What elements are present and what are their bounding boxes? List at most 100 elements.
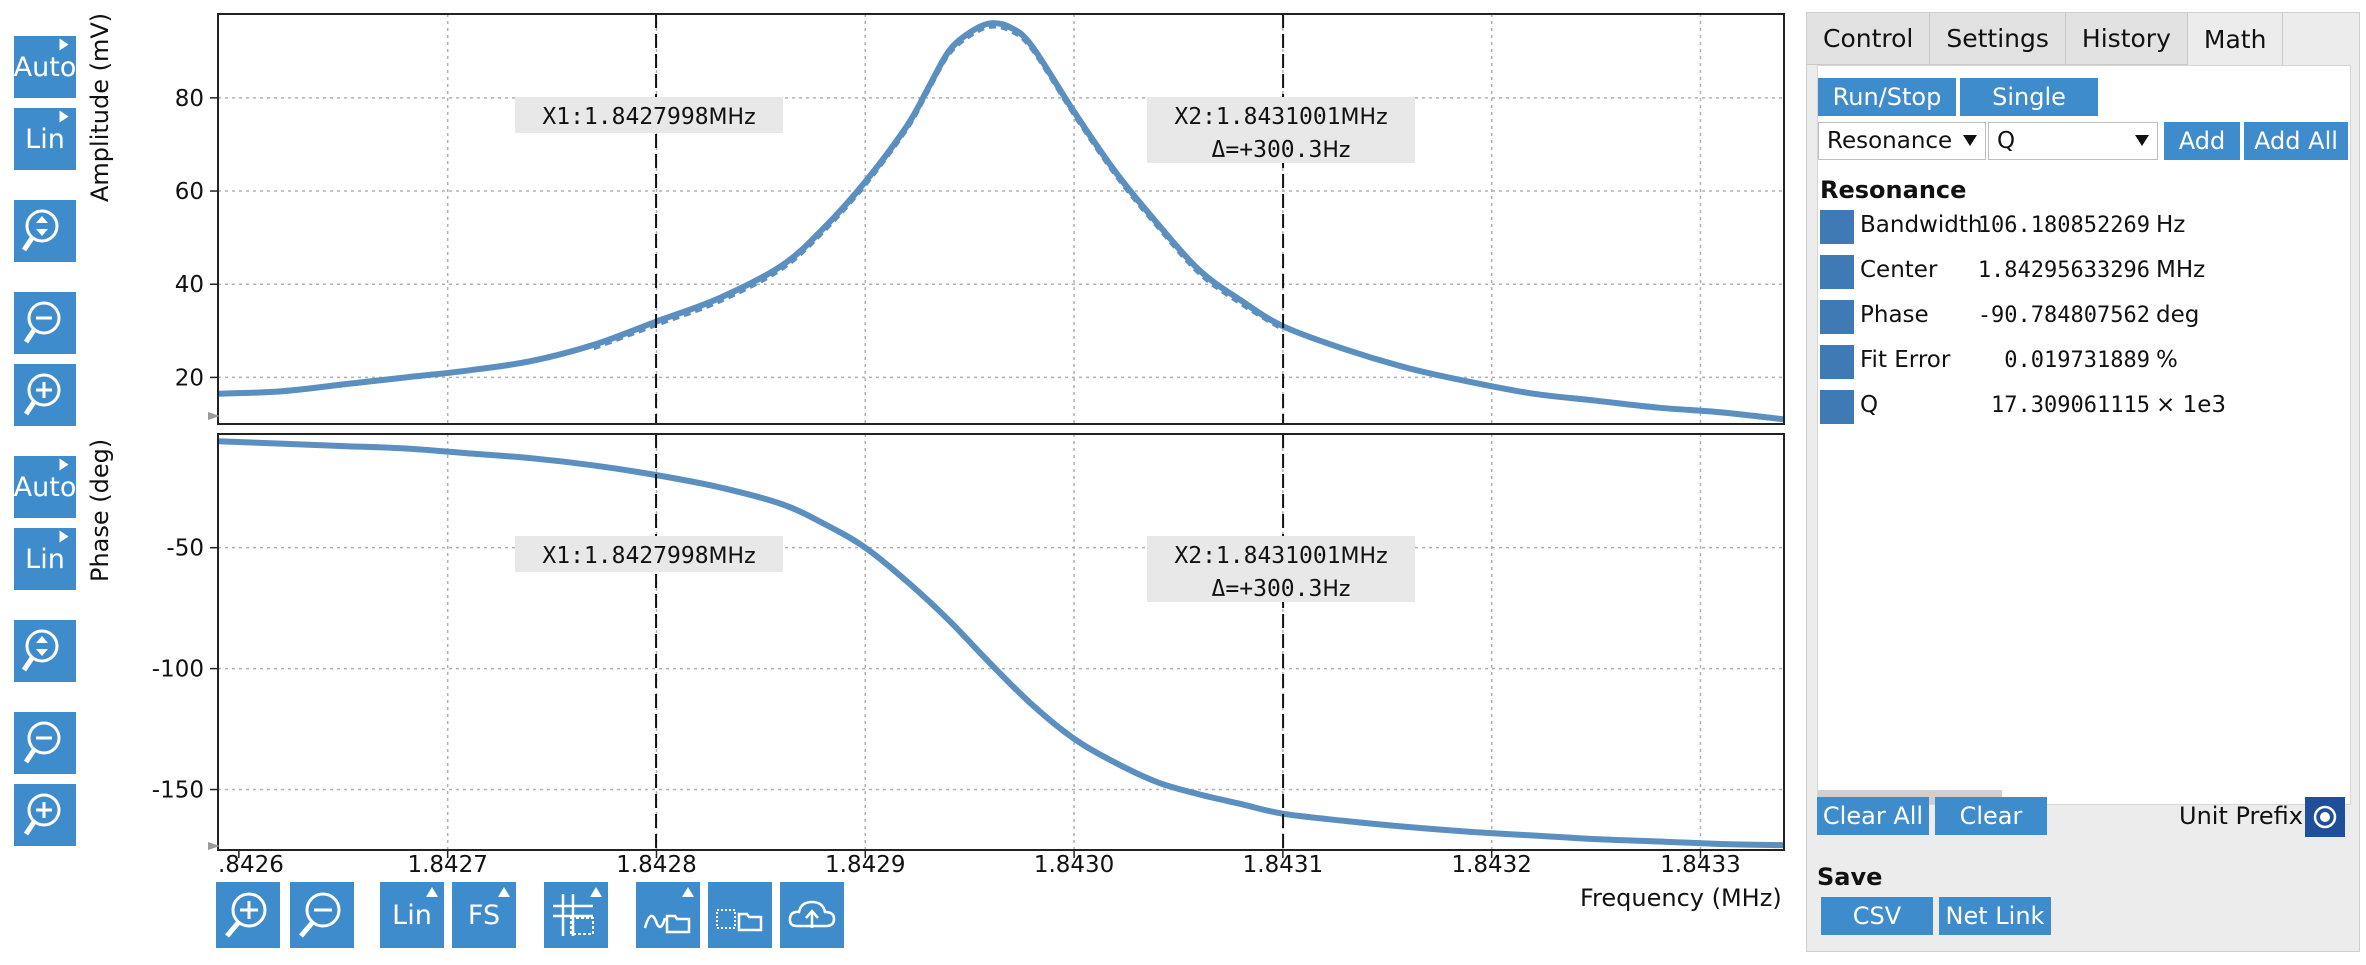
net-link-button[interactable]: Net Link	[1939, 897, 2051, 935]
add-button[interactable]: Add	[2164, 122, 2240, 160]
phase-y-ticks: -50 -100 -150	[152, 536, 218, 804]
amplitude-cursor1-readout: X1:1.8427998MHz	[515, 97, 783, 133]
amplitude-zoom-out-button[interactable]	[14, 292, 76, 354]
corner-arrow-icon	[498, 887, 510, 897]
phase-zoom-out-button[interactable]	[14, 712, 76, 774]
result-row[interactable]: Center 1.84295633296 MHz	[1820, 253, 2340, 291]
color-swatch[interactable]	[1820, 345, 1854, 379]
cursor2-unit: MHz	[1340, 105, 1388, 130]
single-button[interactable]: Single	[1960, 78, 2098, 116]
lin-label: Lin	[392, 899, 432, 931]
load-trace-button[interactable]	[636, 882, 700, 948]
color-swatch[interactable]	[1820, 255, 1854, 289]
amplitude-y-ticks: 80 60 40 20	[175, 86, 218, 391]
zoom-fit-icon	[21, 209, 59, 252]
delta-value: +300.3	[1239, 576, 1323, 602]
amplitude-zoom-in-button[interactable]	[14, 364, 76, 426]
cursor1-value: 1.8427998	[583, 104, 709, 130]
phase-zoom-fit-button[interactable]	[14, 620, 76, 682]
amplitude-auto-button[interactable]: Auto	[14, 36, 76, 98]
zoom-out-icon	[299, 892, 341, 938]
amplitude-grid	[218, 14, 1784, 424]
dropdown-arrow-icon	[2135, 135, 2149, 146]
zoom-in-icon	[23, 793, 61, 836]
result-name: Bandwidth	[1860, 212, 1983, 238]
unit-prefix-toggle[interactable]	[2305, 797, 2345, 837]
corner-arrow-icon	[426, 887, 438, 897]
phase-ref-marker-icon[interactable]	[208, 842, 220, 850]
corner-arrow-icon	[590, 887, 602, 897]
phase-auto-button[interactable]: Auto	[14, 456, 76, 518]
cursor-grid-icon	[553, 894, 594, 936]
result-value: 0.019731889	[2004, 348, 2150, 373]
phase-zoom-in-button[interactable]	[14, 784, 76, 846]
math-panel: Control Settings History Math Run/Stop S…	[1806, 12, 2360, 952]
x-zoom-in-button[interactable]	[216, 882, 280, 948]
x-tick-label: 1.8433	[1660, 852, 1740, 878]
result-value: 1.84295633296	[1977, 258, 2150, 283]
tab-control[interactable]: Control	[1807, 13, 1931, 65]
function-select[interactable]: Resonance	[1818, 122, 1986, 160]
cursor-mode-button[interactable]	[544, 882, 608, 948]
function-select-value: Resonance	[1827, 128, 1953, 154]
cursor2-value: 1.8431001	[1215, 543, 1341, 569]
corner-arrow-icon	[682, 887, 694, 897]
math-content: Run/Stop Single Resonance Q Add Add All …	[1817, 65, 2351, 805]
color-swatch[interactable]	[1820, 390, 1854, 424]
result-row[interactable]: Phase -90.784807562 deg	[1820, 298, 2340, 336]
lin-label: Lin	[25, 543, 65, 575]
clear-button[interactable]: Clear	[1935, 797, 2047, 835]
result-row[interactable]: Q 17.309061115 × 1e3	[1820, 388, 2340, 426]
cursor2-label: X2:	[1174, 543, 1216, 569]
radio-icon	[2313, 805, 2337, 829]
result-row[interactable]: Bandwidth 106.180852269 Hz	[1820, 208, 2340, 246]
parameter-select-value: Q	[1997, 128, 2016, 154]
plot-area[interactable]: 80 60 40 20 -50 -100 -150 .8426 1.8427 1.8428 1.…	[0, 0, 1800, 900]
section-title: Resonance	[1820, 176, 1967, 204]
y-tick-label: 20	[175, 365, 204, 391]
parameter-select[interactable]: Q	[1988, 122, 2158, 160]
phase-lin-button[interactable]: Lin	[14, 528, 76, 590]
cloud-upload-button[interactable]	[780, 882, 844, 948]
x-tick-label: 1.8430	[1034, 852, 1114, 878]
run-stop-button[interactable]: Run/Stop	[1818, 78, 1956, 116]
result-unit: Hz	[2156, 212, 2186, 238]
amplitude-plot-frame	[217, 13, 1785, 425]
cursor2-label: X2:	[1174, 104, 1216, 130]
delta-value: +300.3	[1239, 137, 1323, 163]
color-swatch[interactable]	[1820, 300, 1854, 334]
delta-unit: Hz	[1322, 577, 1351, 602]
tab-history[interactable]: History	[2065, 13, 2188, 65]
color-swatch[interactable]	[1820, 210, 1854, 244]
add-all-button[interactable]: Add All	[2244, 122, 2348, 160]
result-name: Q	[1860, 392, 1879, 418]
delta-label: Δ=	[1211, 576, 1240, 602]
phase-grid	[218, 434, 1784, 850]
amplitude-cursor2-readout: X2:1.8431001MHz Δ=+300.3Hz	[1147, 97, 1415, 163]
cursor1-unit: MHz	[708, 544, 756, 569]
result-row[interactable]: Fit Error 0.019731889 %	[1820, 343, 2340, 381]
phase-plot-frame	[217, 433, 1785, 851]
amplitude-ref-marker-icon[interactable]	[208, 412, 220, 420]
clear-all-button[interactable]: Clear All	[1817, 797, 1929, 835]
tab-math[interactable]: Math	[2187, 13, 2284, 65]
cursor-lines[interactable]	[655, 14, 1285, 850]
zoom-in-icon	[225, 892, 267, 938]
load-data-button[interactable]	[708, 882, 772, 948]
delta-label: Δ=	[1211, 137, 1240, 163]
amplitude-zoom-fit-button[interactable]	[14, 200, 76, 262]
x-fs-button[interactable]: FS	[452, 882, 516, 948]
x-tick-label: 1.8429	[825, 852, 905, 878]
cursor1-label: X1:	[542, 543, 584, 569]
result-value: -90.784807562	[1977, 303, 2150, 328]
x-tick-label: 1.8432	[1451, 852, 1531, 878]
unit-prefix-label: Unit Prefix	[2179, 802, 2303, 830]
x-zoom-out-button[interactable]	[290, 882, 354, 948]
save-title: Save	[1817, 863, 1883, 891]
tab-settings[interactable]: Settings	[1930, 13, 2066, 65]
y-tick-label: -50	[166, 536, 204, 562]
x-lin-button[interactable]: Lin	[380, 882, 444, 948]
amplitude-lin-button[interactable]: Lin	[14, 108, 76, 170]
csv-button[interactable]: CSV	[1821, 897, 1933, 935]
result-value: 17.309061115	[1991, 393, 2150, 418]
